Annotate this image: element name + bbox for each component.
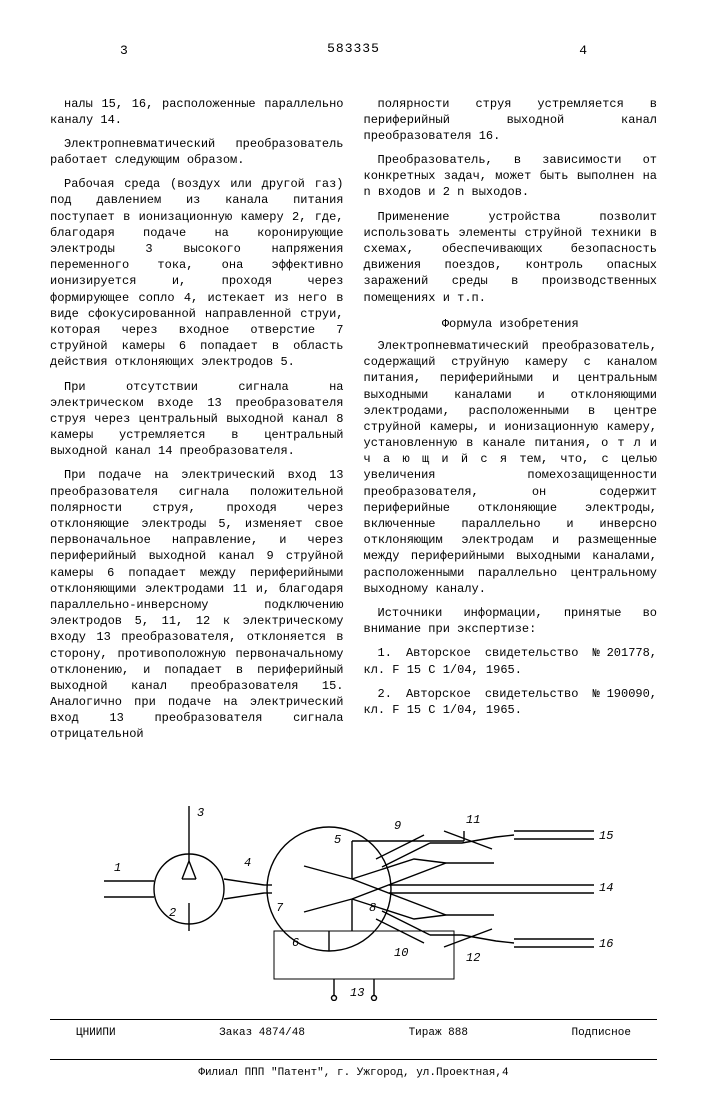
page-number-left: 3 bbox=[120, 42, 128, 60]
para: Электропневматический преобразователь, с… bbox=[364, 338, 658, 597]
svg-text:6: 6 bbox=[292, 936, 299, 950]
svg-text:5: 5 bbox=[334, 833, 341, 847]
divider bbox=[50, 1019, 657, 1020]
footer-order: Заказ 4874/48 bbox=[219, 1026, 305, 1041]
source-item: 2. Авторское свидетельство №190090, кл. … bbox=[364, 686, 658, 718]
svg-text:4: 4 bbox=[244, 856, 251, 870]
footer-sign: Подписное bbox=[572, 1026, 631, 1041]
svg-text:12: 12 bbox=[466, 951, 480, 965]
svg-text:8: 8 bbox=[369, 901, 376, 915]
para: полярности струя устремляется в перифери… bbox=[364, 96, 658, 145]
svg-text:7: 7 bbox=[276, 901, 284, 915]
text-columns: налы 15, 16, расположенные параллельно к… bbox=[50, 96, 657, 751]
sources-heading: Источники информации, принятые во вниман… bbox=[364, 605, 658, 637]
divider bbox=[50, 1059, 657, 1060]
para: Преобразователь, в зависимости от конкре… bbox=[364, 152, 658, 201]
footer-tirage: Тираж 888 bbox=[409, 1026, 468, 1041]
svg-text:1: 1 bbox=[114, 861, 121, 875]
para: налы 15, 16, расположенные параллельно к… bbox=[50, 96, 344, 128]
device-schematic: 12346758910111215141613 bbox=[94, 771, 614, 1001]
svg-text:16: 16 bbox=[599, 937, 613, 951]
source-item: 1. Авторское свидетельство №201778, кл. … bbox=[364, 645, 658, 677]
svg-text:2: 2 bbox=[169, 906, 176, 920]
svg-text:15: 15 bbox=[599, 829, 613, 843]
footer-org: ЦНИИПИ bbox=[76, 1026, 116, 1041]
schematic-diagram: 12346758910111215141613 bbox=[50, 771, 657, 1001]
para: При отсутствии сигнала на электрическом … bbox=[50, 379, 344, 460]
patent-page: 3 4 583335 налы 15, 16, расположенные па… bbox=[0, 0, 707, 1120]
svg-text:14: 14 bbox=[599, 881, 613, 895]
page-number-right: 4 bbox=[579, 42, 587, 60]
footer-branch: Филиал ППП "Патент", г. Ужгород, ул.Прое… bbox=[50, 1066, 657, 1081]
right-column: полярности струя устремляется в перифери… bbox=[364, 96, 658, 751]
para: Применение устройства позволит использов… bbox=[364, 209, 658, 306]
svg-text:3: 3 bbox=[197, 806, 204, 820]
document-number: 583335 bbox=[50, 40, 657, 58]
footer-row: ЦНИИПИ Заказ 4874/48 Тираж 888 Подписное bbox=[50, 1026, 657, 1041]
para: При подаче на электрический вход 13 прео… bbox=[50, 467, 344, 742]
svg-text:11: 11 bbox=[466, 813, 480, 827]
para: Электропневматический преобразователь ра… bbox=[50, 136, 344, 168]
svg-text:9: 9 bbox=[394, 819, 401, 833]
left-column: налы 15, 16, расположенные параллельно к… bbox=[50, 96, 344, 751]
para: Рабочая среда (воздух или другой газ) по… bbox=[50, 176, 344, 370]
footer: ЦНИИПИ Заказ 4874/48 Тираж 888 Подписное… bbox=[50, 1026, 657, 1081]
svg-text:10: 10 bbox=[394, 946, 408, 960]
formula-heading: Формула изобретения bbox=[364, 316, 658, 332]
svg-text:13: 13 bbox=[350, 986, 364, 1000]
